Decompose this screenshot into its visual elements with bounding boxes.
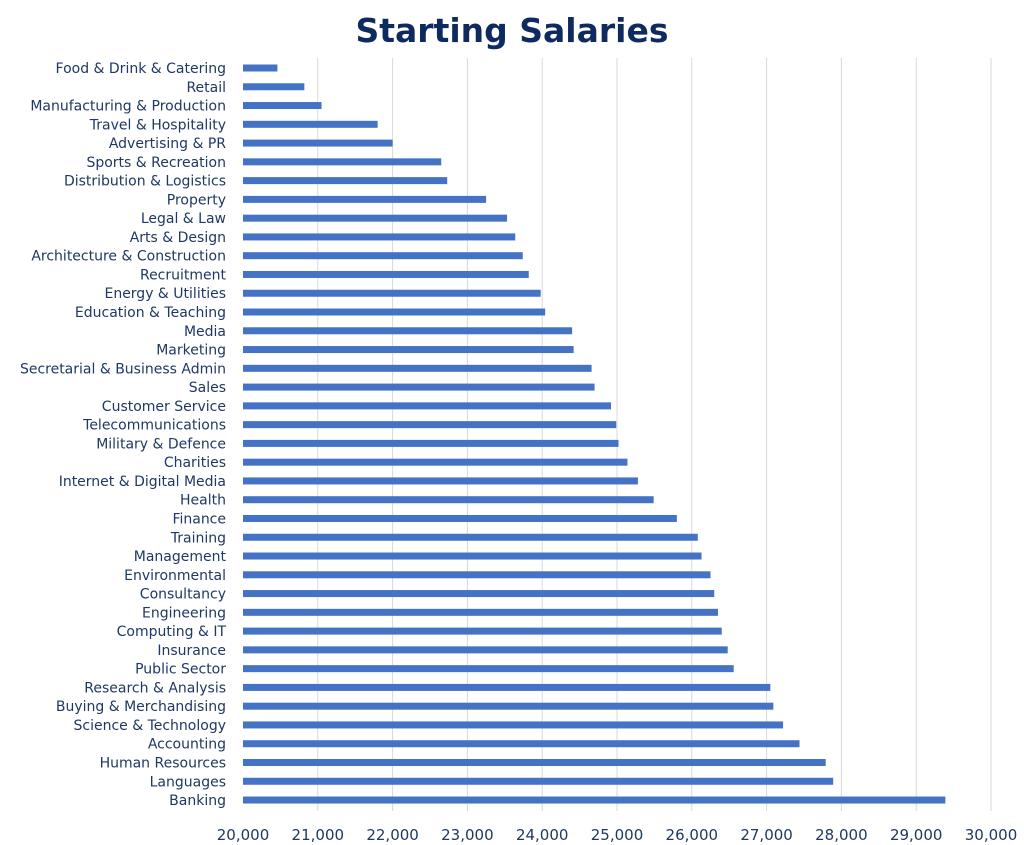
category-label: Energy & Utilities <box>104 286 226 302</box>
x-tick-label: 30,000 <box>965 826 1018 844</box>
bar <box>243 270 529 278</box>
category-label: Finance <box>172 511 226 527</box>
category-label: Telecommunications <box>82 418 226 434</box>
x-tick-label: 28,000 <box>815 826 868 844</box>
x-tick-labels: 20,000 21,000 22,000 23,000 24,000 25,000 26,0… <box>217 826 1018 844</box>
category-label: Secretarial & Business Admin <box>20 361 226 377</box>
category-label: Travel & Hospitality <box>89 117 226 133</box>
category-label: Banking <box>169 793 226 809</box>
bar <box>243 402 612 410</box>
bar <box>243 83 305 91</box>
bar <box>243 608 718 616</box>
bar <box>243 346 574 354</box>
category-label: Public Sector <box>135 662 226 678</box>
category-label: Media <box>184 324 226 340</box>
category-label: Training <box>170 530 226 546</box>
bars <box>243 64 946 804</box>
bar <box>243 533 698 541</box>
chart-title: Starting Salaries <box>355 11 668 50</box>
category-label: Sales <box>189 380 226 396</box>
x-tick-label: 23,000 <box>441 826 494 844</box>
x-tick-label: 21,000 <box>292 826 345 844</box>
bar <box>243 439 619 447</box>
category-label: Property <box>167 192 226 208</box>
category-label: Retail <box>186 80 226 96</box>
bar <box>243 777 834 785</box>
category-label: Arts & Design <box>130 230 226 246</box>
bar <box>243 458 628 466</box>
bar <box>243 195 487 203</box>
gridlines <box>317 58 992 811</box>
bar <box>243 796 946 804</box>
bar <box>243 627 722 635</box>
bar <box>243 364 592 372</box>
bar <box>243 233 516 241</box>
category-label: Education & Teaching <box>75 305 226 321</box>
bar <box>243 102 322 110</box>
bar <box>243 646 728 654</box>
bar <box>243 721 784 729</box>
bar <box>243 383 595 391</box>
category-label: Research & Analysis <box>84 680 226 696</box>
bar <box>243 477 638 485</box>
bar <box>243 158 442 166</box>
category-label: Sports & Recreation <box>86 155 226 171</box>
category-label: Insurance <box>157 643 226 659</box>
bar <box>243 496 654 504</box>
bar <box>243 683 771 691</box>
bar <box>243 514 677 522</box>
bar <box>243 289 541 297</box>
category-label: Legal & Law <box>141 211 226 227</box>
category-label: Consultancy <box>140 587 226 603</box>
bar <box>243 214 508 222</box>
bar <box>243 758 826 766</box>
bar <box>243 571 711 579</box>
category-label: Manufacturing & Production <box>30 99 226 115</box>
x-tick-label: 29,000 <box>890 826 943 844</box>
x-tick-label: 24,000 <box>516 826 569 844</box>
x-tick-label: 26,000 <box>666 826 719 844</box>
bar <box>243 552 702 560</box>
bar <box>243 252 523 260</box>
category-label: Health <box>180 493 226 509</box>
x-tick-label: 22,000 <box>366 826 419 844</box>
category-label: Management <box>134 549 227 565</box>
bar <box>243 120 378 128</box>
category-label: Engineering <box>142 605 226 621</box>
category-label: Food & Drink & Catering <box>56 61 226 77</box>
category-labels: Food & Drink & Catering Retail Manufacturi… <box>20 61 227 809</box>
category-label: Environmental <box>124 568 226 584</box>
category-label: Computing & IT <box>117 624 227 640</box>
bar <box>243 327 573 335</box>
x-tick-label: 27,000 <box>740 826 793 844</box>
bar <box>243 421 617 429</box>
bar <box>243 177 448 185</box>
category-label: Internet & Digital Media <box>59 474 226 490</box>
category-label: Customer Service <box>102 399 226 415</box>
category-label: Marketing <box>156 343 226 359</box>
bar <box>243 139 393 147</box>
category-label: Distribution & Logistics <box>64 174 226 190</box>
bar <box>243 590 715 598</box>
category-label: Buying & Merchandising <box>56 699 226 715</box>
x-tick-label: 25,000 <box>591 826 644 844</box>
category-label: Charities <box>164 455 226 471</box>
category-label: Recruitment <box>140 267 227 283</box>
category-label: Military & Defence <box>96 436 226 452</box>
bar <box>243 702 774 710</box>
category-label: Advertising & PR <box>109 136 226 152</box>
category-label: Science & Technology <box>73 718 226 734</box>
bar <box>243 308 546 316</box>
x-tick-label: 20,000 <box>217 826 270 844</box>
bar <box>243 665 734 673</box>
category-label: Languages <box>150 774 226 790</box>
bar <box>243 740 800 748</box>
category-label: Accounting <box>148 737 226 753</box>
category-label: Human Resources <box>100 755 226 771</box>
category-label: Architecture & Construction <box>31 249 226 265</box>
bar <box>243 64 278 72</box>
